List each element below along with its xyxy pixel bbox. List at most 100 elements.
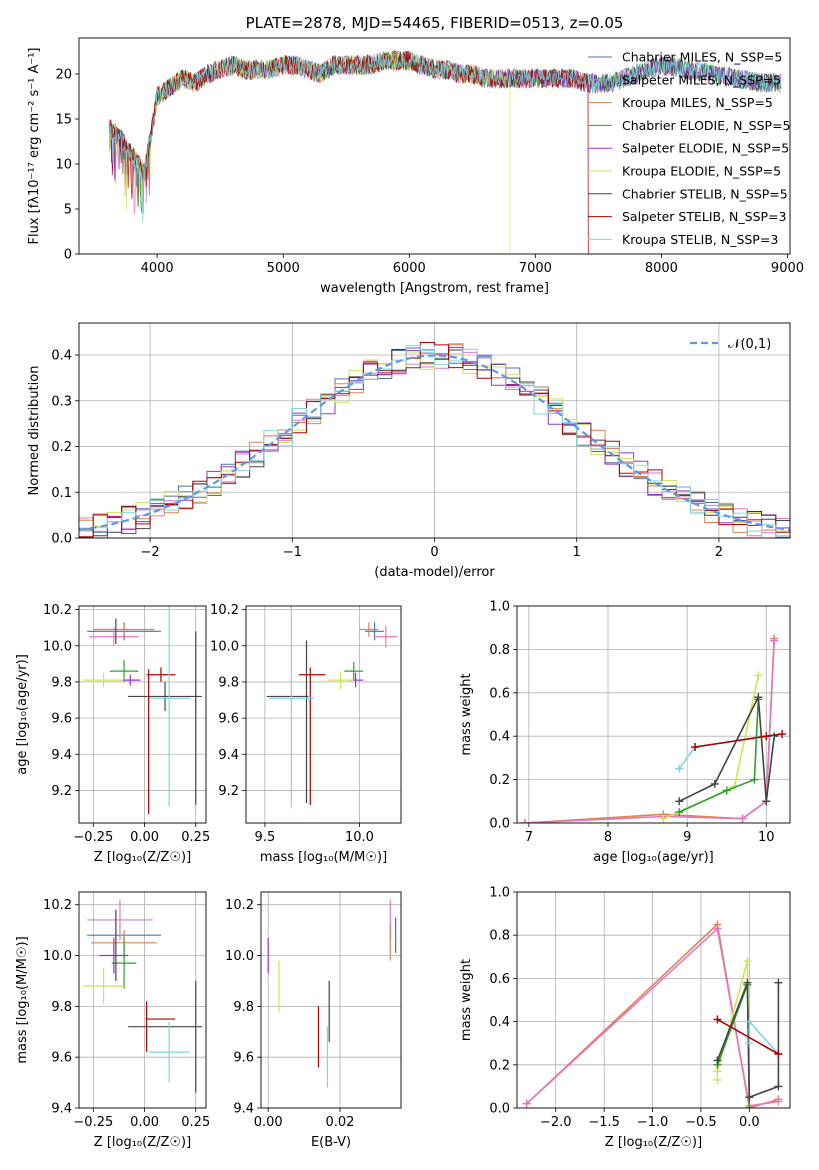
y-tick-label: 15 bbox=[55, 113, 72, 128]
y-tick-label: 20 bbox=[55, 68, 72, 83]
legend-label: Chabrier MILES, N_SSP=5 bbox=[622, 50, 782, 65]
legend-label: Kroupa STELIB, N_SSP=3 bbox=[622, 232, 778, 247]
plot-area bbox=[79, 606, 206, 823]
panel-3: −0.25 0.00 0.25 9.2 9.4 9.6 9.8 10.0 10.2 Z [log₁… bbox=[15, 603, 210, 865]
y-axis-label: mass weight bbox=[459, 959, 474, 1041]
x-tick-label: 4000 bbox=[141, 261, 174, 276]
x-tick-label: 10.0 bbox=[345, 830, 374, 845]
panel-8: −2.0 −1.5 −1.0 −0.5 0.0 0.0 0.2 0.4 0.6 0.8 1.0 Z [… bbox=[459, 886, 791, 1150]
y-axis-label: Flux [fλ10⁻¹⁷ erg cm⁻² s⁻¹ A⁻¹] bbox=[27, 48, 42, 245]
y-tick-label: 0 bbox=[64, 248, 72, 263]
panel-7: 0.00 0.02 9.4 9.6 9.8 10.0 10.2 E(B-V) bbox=[225, 891, 402, 1150]
x-tick-label: 0 bbox=[430, 545, 438, 560]
legend-label: Kroupa ELODIE, N_SSP=5 bbox=[622, 164, 781, 179]
data-marker bbox=[774, 1082, 783, 1091]
y-tick-label: 9.8 bbox=[233, 1000, 254, 1015]
x-tick-label: 6000 bbox=[393, 261, 426, 276]
x-tick-label: −0.5 bbox=[685, 1115, 717, 1130]
data-marker bbox=[659, 814, 668, 823]
x-tick-label: −0.25 bbox=[73, 830, 113, 845]
axes-frame bbox=[78, 322, 791, 539]
x-tick-label: 9 bbox=[683, 830, 691, 845]
x-tick-label: 0.00 bbox=[254, 1115, 283, 1130]
data-marker bbox=[713, 1056, 722, 1065]
data-marker bbox=[713, 924, 722, 933]
y-tick-label: 5 bbox=[64, 203, 72, 218]
chart-title: PLATE=2878, MJD=54465, FIBERID=0513, z=0… bbox=[246, 14, 624, 32]
data-marker bbox=[743, 978, 752, 987]
y-tick-label: 1.0 bbox=[489, 886, 510, 901]
data-marker bbox=[743, 957, 752, 966]
data-marker bbox=[713, 1015, 722, 1024]
data-marker bbox=[713, 1075, 722, 1084]
x-axis-label: Z [log₁₀(Z/Z☉)] bbox=[94, 1135, 191, 1150]
data-marker bbox=[745, 1039, 754, 1048]
y-tick-label: 0.2 bbox=[51, 440, 72, 455]
x-tick-label: 9000 bbox=[771, 261, 804, 276]
y-tick-label: 0.0 bbox=[51, 532, 72, 547]
x-tick-label: 0.25 bbox=[181, 830, 210, 845]
plot-area bbox=[517, 892, 790, 1108]
y-tick-label: 0.2 bbox=[489, 1058, 510, 1073]
y-tick-label: 9.6 bbox=[51, 712, 72, 727]
x-tick-label: 7000 bbox=[519, 261, 552, 276]
panel-2: −2 −1 0 1 2 0.0 0.1 0.2 0.3 0.4 (data-model)/error… bbox=[27, 322, 791, 580]
y-tick-label: 10.2 bbox=[210, 603, 239, 618]
legend-label: Salpeter ELODIE, N_SSP=5 bbox=[622, 141, 789, 156]
x-tick-label: 8 bbox=[604, 830, 612, 845]
data-marker bbox=[745, 1104, 754, 1108]
spectrum-line bbox=[108, 51, 782, 223]
mass-weight-line bbox=[678, 699, 760, 813]
legend-label: Salpeter MILES, N_SSP=5 bbox=[622, 72, 781, 87]
mass-weight-line bbox=[524, 638, 775, 823]
y-tick-label: 0.2 bbox=[489, 773, 510, 788]
y-axis-label: age [log₁₀(age/yr)] bbox=[15, 654, 30, 775]
plot-area bbox=[79, 892, 206, 1108]
y-tick-label: 10.0 bbox=[43, 639, 72, 654]
data-marker bbox=[778, 730, 787, 739]
x-tick-label: 0.00 bbox=[130, 830, 159, 845]
data-marker bbox=[738, 814, 747, 823]
y-tick-label: 9.4 bbox=[51, 1102, 72, 1117]
data-marker bbox=[722, 786, 731, 795]
y-tick-label: 10.0 bbox=[43, 949, 72, 964]
y-tick-label: 0.6 bbox=[489, 686, 510, 701]
plot-area bbox=[79, 323, 790, 538]
data-marker bbox=[754, 693, 763, 702]
x-axis-label: Z [log₁₀(Z/Z☉)] bbox=[605, 1135, 702, 1150]
axes-frame bbox=[245, 605, 402, 824]
y-tick-label: 10.2 bbox=[225, 898, 254, 913]
y-tick-label: 9.2 bbox=[51, 784, 72, 799]
data-marker bbox=[770, 636, 779, 645]
x-tick-label: 1 bbox=[573, 545, 581, 560]
x-tick-label: 0.02 bbox=[325, 1115, 354, 1130]
y-tick-label: 9.2 bbox=[218, 784, 239, 799]
y-tick-label: 9.4 bbox=[233, 1102, 254, 1117]
plot-area bbox=[517, 606, 790, 823]
y-tick-label: 0.8 bbox=[489, 929, 510, 944]
legend-label: Chabrier STELIB, N_SSP=5 bbox=[622, 186, 788, 201]
axes-frame bbox=[78, 891, 207, 1109]
x-axis-label: age [log₁₀(age/yr)] bbox=[593, 850, 714, 865]
data-marker bbox=[675, 764, 684, 773]
data-marker bbox=[520, 819, 529, 823]
plot-area bbox=[261, 892, 401, 1108]
panel-5: 7 8 9 10 0.0 0.2 0.4 0.6 0.8 1.0 age [log₁₀(age/yr… bbox=[459, 600, 791, 865]
x-tick-label: −1.5 bbox=[588, 1115, 620, 1130]
data-marker bbox=[754, 671, 763, 680]
y-tick-label: 9.4 bbox=[51, 748, 72, 763]
x-tick-label: −2 bbox=[141, 545, 160, 560]
legend-label: Salpeter STELIB, N_SSP=3 bbox=[622, 209, 786, 224]
y-axis-label: mass weight bbox=[459, 673, 474, 755]
data-marker bbox=[774, 1050, 783, 1058]
data-marker bbox=[750, 775, 759, 784]
panel-6: −0.25 0.00 0.25 9.4 9.6 9.8 10.0 10.2 Z [log₁₀(Z… bbox=[15, 891, 210, 1150]
data-marker bbox=[745, 1093, 754, 1102]
data-marker bbox=[522, 1099, 531, 1108]
y-tick-label: 0.1 bbox=[51, 486, 72, 501]
panel-4: 9.5 10.0 9.2 9.4 9.6 9.8 10.0 10.2 mass [log₁₀(M… bbox=[210, 603, 402, 865]
axes-frame bbox=[516, 891, 791, 1109]
y-tick-label: 10 bbox=[55, 158, 72, 173]
y-tick-label: 10.0 bbox=[225, 949, 254, 964]
y-tick-label: 9.8 bbox=[51, 1000, 72, 1015]
